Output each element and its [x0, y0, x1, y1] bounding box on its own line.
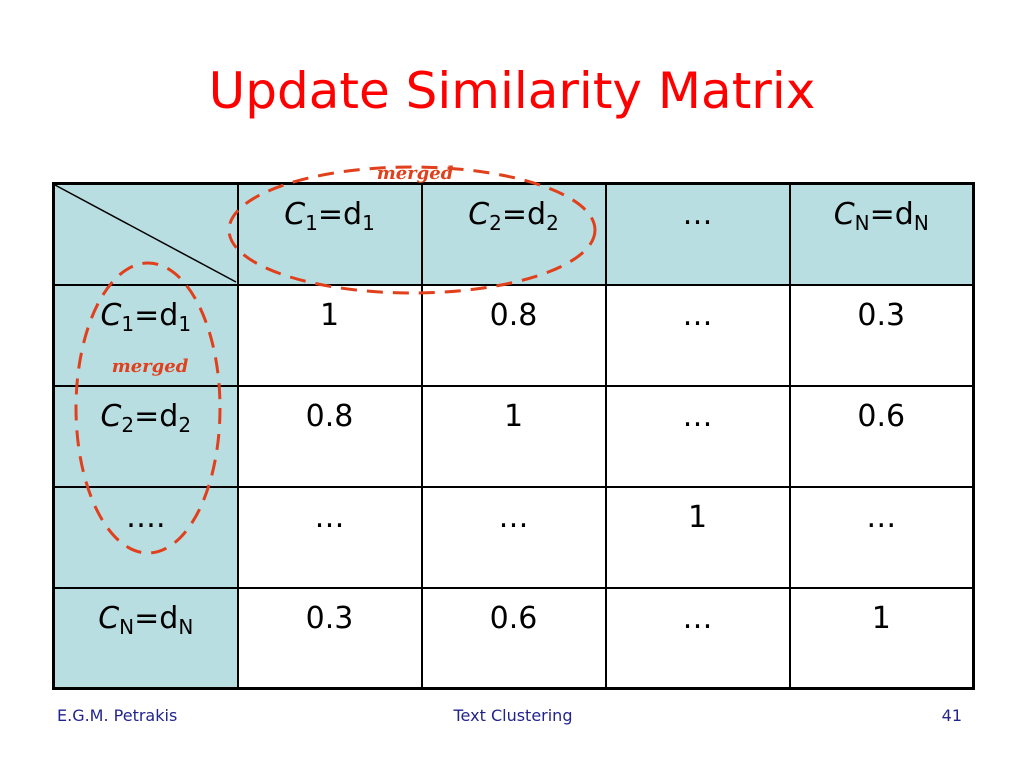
- footer-author: E.G.M. Petrakis: [57, 706, 178, 725]
- subscript: 2: [546, 211, 559, 235]
- cell: 0.8: [236, 384, 423, 488]
- subscript: 1: [362, 211, 375, 235]
- subscript: 1: [305, 211, 318, 235]
- label-text: ….: [125, 499, 166, 535]
- annotation: merged: [112, 356, 189, 377]
- cell: 0.3: [788, 283, 975, 387]
- page-number: 41: [941, 706, 962, 725]
- label-text: =d: [134, 398, 179, 434]
- cell: …: [604, 586, 791, 690]
- label-text: =d: [134, 600, 179, 636]
- cell: …: [420, 485, 607, 589]
- header-cell: CN=dN: [788, 182, 975, 286]
- label-text: =d: [869, 197, 914, 232]
- label-text: C: [468, 197, 490, 232]
- label-text: C: [100, 398, 122, 434]
- footer-topic: Text Clustering: [453, 706, 573, 725]
- subscript: 1: [178, 311, 192, 336]
- subscript: N: [178, 614, 194, 639]
- cell: 0.6: [420, 586, 607, 690]
- label-text: =d: [317, 197, 363, 232]
- table-row: C2=d2 0.8 1… 0.6: [52, 384, 975, 488]
- subscript: 1: [121, 311, 135, 336]
- cell: …: [788, 485, 975, 589]
- label-text: …: [682, 197, 713, 232]
- cell: 0.6: [788, 384, 975, 488]
- slide-title: Update Similarity Matrix: [208, 62, 816, 120]
- table-row: ….…… 1…: [52, 485, 975, 589]
- header-cell: …: [604, 182, 791, 286]
- label-text: C: [833, 197, 855, 232]
- label-text: C: [100, 297, 122, 333]
- row-header: ….: [52, 485, 239, 589]
- subscript: 2: [178, 412, 192, 437]
- subscript: 2: [121, 412, 135, 437]
- merge-ellipse: [227, 165, 597, 295]
- cell: 1: [788, 586, 975, 690]
- row-header: CN=dN: [52, 586, 239, 690]
- label-text: C: [284, 197, 306, 232]
- cell: …: [236, 485, 423, 589]
- label-text: =d: [501, 197, 547, 232]
- header-cell: C2=d2: [420, 182, 607, 286]
- subscript: N: [854, 211, 870, 235]
- table-row: CN=dN 0.3 0.6… 1: [52, 586, 975, 690]
- merge-ellipse: [74, 261, 222, 555]
- subscript: N: [119, 614, 135, 639]
- subscript: N: [913, 211, 929, 235]
- row-header: C1=d1: [52, 283, 239, 387]
- cell: 1: [420, 384, 607, 488]
- cell: 1: [604, 485, 791, 589]
- annotation: merged: [377, 163, 454, 184]
- cell: 0.8: [420, 283, 607, 387]
- cell: …: [604, 384, 791, 488]
- cell: …: [604, 283, 791, 387]
- corner-diagonal: [54, 184, 237, 283]
- label-text: =d: [134, 297, 179, 333]
- label-text: C: [98, 600, 120, 636]
- cell: 0.3: [236, 586, 423, 690]
- subscript: 2: [489, 211, 502, 235]
